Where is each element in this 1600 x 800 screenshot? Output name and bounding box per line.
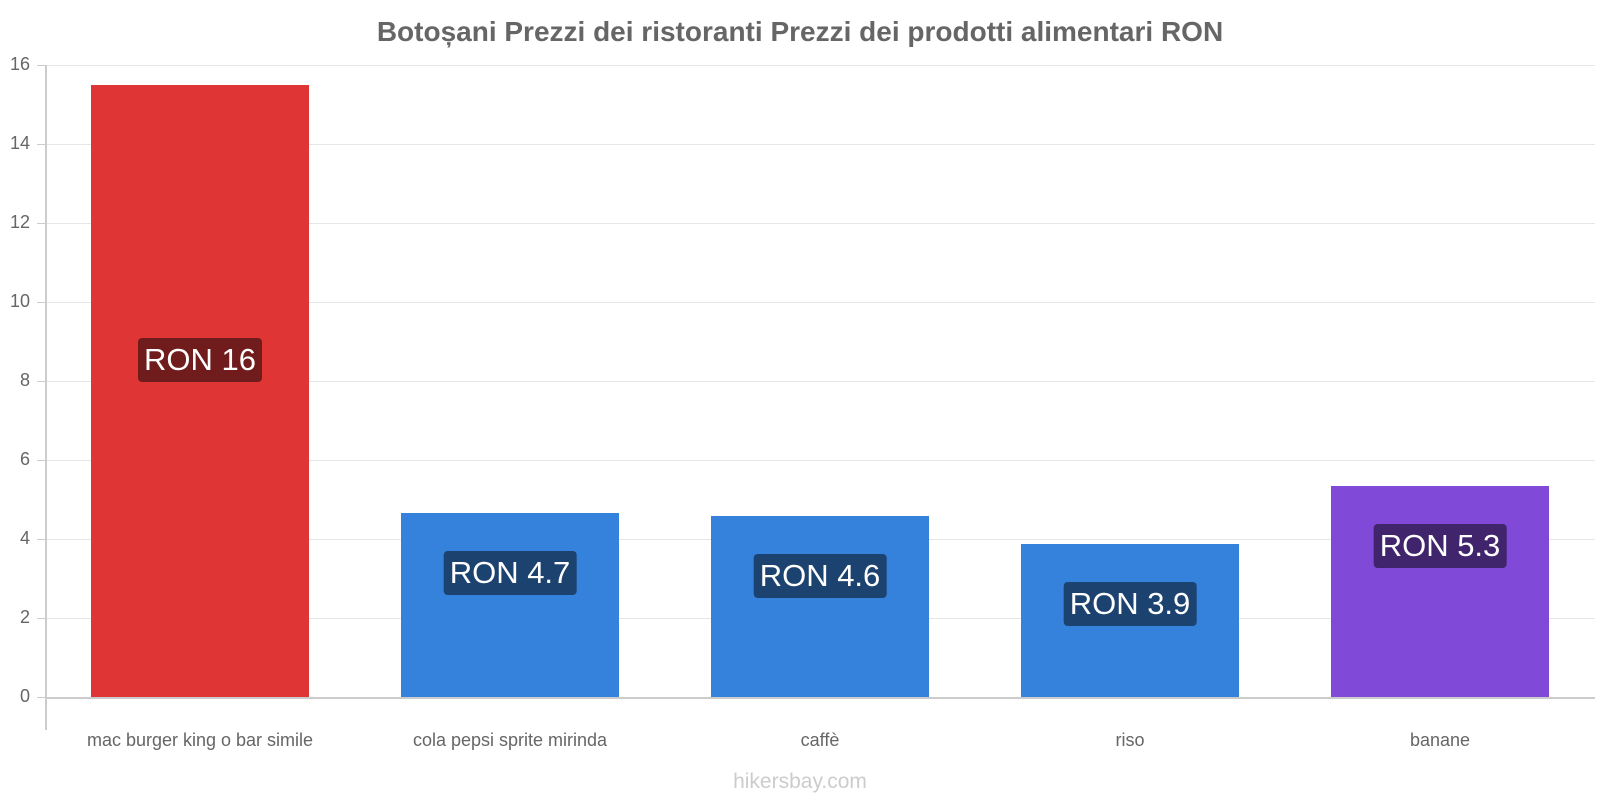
bar (1331, 486, 1549, 697)
y-tick-label: 14 (9, 133, 30, 153)
y-tick-label: 6 (19, 449, 30, 469)
gridline (45, 144, 1595, 145)
bar (711, 516, 929, 697)
y-tick-mark (37, 539, 45, 540)
gridline (45, 381, 1595, 382)
y-tick-mark (37, 144, 45, 145)
data-label: RON 5.3 (1373, 524, 1507, 569)
x-tick-label: riso (1115, 730, 1145, 750)
gridline (45, 302, 1595, 303)
watermark: hikersbay.com (733, 770, 867, 793)
y-tick-mark (37, 65, 45, 66)
x-tick-label: banane (1409, 730, 1471, 750)
chart-title: Botoșani Prezzi dei ristoranti Prezzi de… (376, 16, 1224, 47)
x-axis (45, 697, 1595, 699)
y-tick-mark (37, 381, 45, 382)
y-tick-label: 2 (19, 607, 30, 627)
x-tick-label: mac burger king o bar simile (86, 730, 314, 750)
y-tick-label: 4 (19, 528, 30, 548)
y-axis (45, 65, 47, 730)
gridline (45, 223, 1595, 224)
y-tick-label: 16 (9, 54, 30, 74)
y-tick-mark (37, 302, 45, 303)
y-tick-mark (37, 697, 45, 698)
y-tick-label: 0 (19, 686, 30, 706)
bar (401, 513, 619, 697)
y-tick-mark (37, 223, 45, 224)
y-tick-label: 10 (9, 291, 30, 311)
y-tick-mark (37, 460, 45, 461)
bar (91, 84, 309, 697)
y-tick-mark (37, 618, 45, 619)
data-label: RON 4.7 (443, 551, 577, 596)
data-label: RON 4.6 (753, 554, 887, 599)
gridline (45, 65, 1595, 66)
data-label: RON 16 (138, 338, 262, 382)
y-tick-label: 12 (9, 212, 30, 232)
y-tick-label: 8 (19, 370, 30, 390)
gridline (45, 460, 1595, 461)
data-label: RON 3.9 (1063, 582, 1197, 627)
x-tick-label: caffè (800, 730, 840, 750)
x-tick-label: cola pepsi sprite mirinda (412, 730, 608, 750)
